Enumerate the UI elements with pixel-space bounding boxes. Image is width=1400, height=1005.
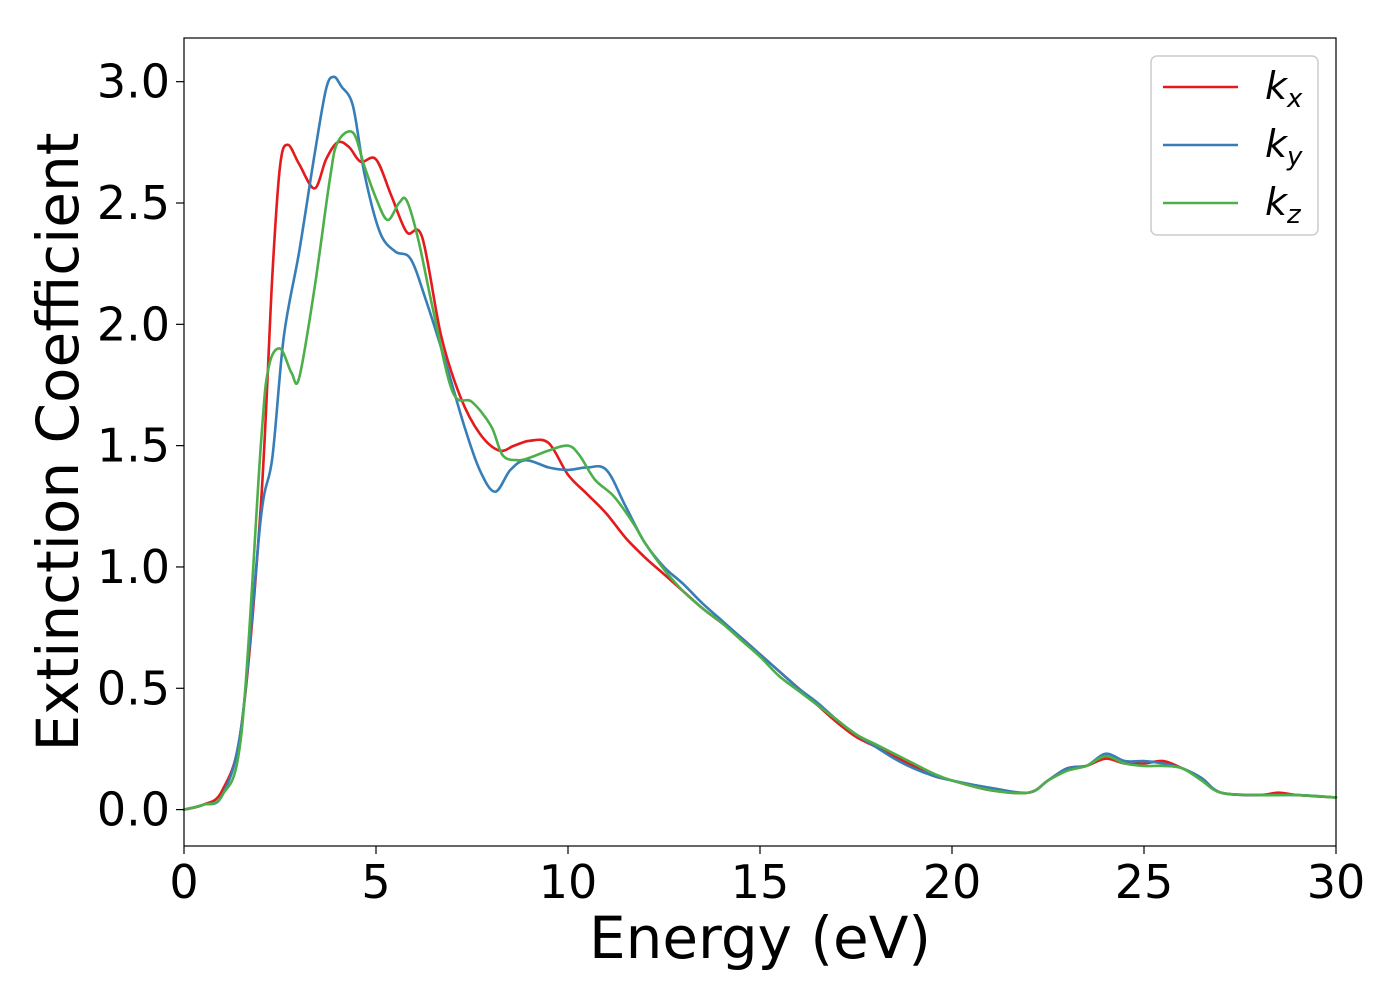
series-line-kz xyxy=(182,130,1338,811)
y-tick-label: 2.0 xyxy=(97,297,170,351)
y-tick-label: 0.0 xyxy=(97,783,170,837)
y-tick-label: 1.5 xyxy=(97,419,170,473)
legend-label-kz: kz xyxy=(1265,180,1302,230)
y-tick-label: 1.0 xyxy=(97,540,170,594)
x-tick-label: 0 xyxy=(169,855,198,909)
y-tick-label: 2.5 xyxy=(97,176,170,230)
legend-label-ky: ky xyxy=(1265,122,1303,172)
x-axis: 0 5 10 15 20 25 30 xyxy=(169,846,1365,909)
x-tick-label: 30 xyxy=(1307,855,1366,909)
x-tick-label: 15 xyxy=(731,855,790,909)
legend-label-main: k xyxy=(1265,180,1289,224)
legend-label-main: k xyxy=(1265,64,1289,108)
legend-label-subscript: x xyxy=(1286,84,1303,114)
y-axis-title: Extinction Coefficient xyxy=(24,133,92,752)
legend-label-subscript: y xyxy=(1286,142,1303,172)
x-tick-label: 5 xyxy=(361,855,390,909)
legend-label-kx: kx xyxy=(1265,64,1303,114)
x-tick-label: 10 xyxy=(539,855,598,909)
y-axis: 0.0 0.5 1.0 1.5 2.0 2.5 3.0 xyxy=(97,55,184,837)
y-tick-label: 0.5 xyxy=(97,661,170,715)
legend-label-main: k xyxy=(1265,122,1289,166)
series-layer xyxy=(182,75,1338,811)
y-tick-label: 3.0 xyxy=(97,55,170,109)
x-tick-label: 25 xyxy=(1115,855,1174,909)
x-axis-title: Energy (eV) xyxy=(589,904,931,972)
x-tick-label: 20 xyxy=(923,855,982,909)
legend-label-subscript: z xyxy=(1286,200,1302,230)
